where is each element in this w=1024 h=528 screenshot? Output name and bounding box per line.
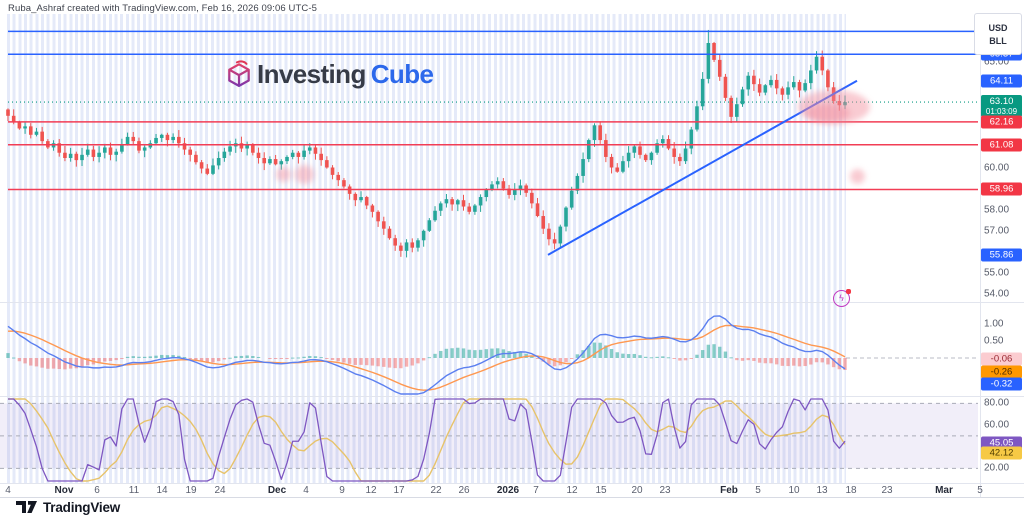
time-axis-label[interactable]: 18 xyxy=(845,485,857,496)
time-axis-label[interactable]: 23 xyxy=(881,485,893,496)
time-axis-label[interactable]: 12 xyxy=(566,485,578,496)
time-axis-label[interactable]: 12 xyxy=(365,485,377,496)
price-badge-45.05: 45.05 xyxy=(981,436,1022,450)
price-badge--0.06: -0.06 xyxy=(981,352,1022,366)
highlight-blob-recent-price-2 xyxy=(806,104,850,122)
price-badge-58.96: 58.96 xyxy=(981,182,1022,196)
time-axis-label[interactable]: 26 xyxy=(458,485,470,496)
stoch-d-line xyxy=(8,398,846,482)
ascending-trendline xyxy=(547,79,858,256)
quick-action-lightning-icon[interactable]: ϟ xyxy=(833,289,851,307)
time-axis-label[interactable]: Mar xyxy=(935,485,953,496)
time-axis-label[interactable]: 4 xyxy=(303,485,309,496)
countdown-timer: 01:03:09 xyxy=(985,107,1018,116)
price-badge--0.32: -0.32 xyxy=(981,377,1022,391)
axis-tick: 60.00 xyxy=(984,419,1010,431)
axis-tick: 20.00 xyxy=(984,462,1010,474)
price-badge-62.16: 62.16 xyxy=(981,115,1022,129)
stoch-group xyxy=(8,398,846,482)
tradingview-logo-icon xyxy=(16,501,37,513)
candles-group xyxy=(6,29,847,258)
watermark-text-investing: Investing xyxy=(257,58,366,89)
axis-tick: 58.00 xyxy=(984,204,1010,216)
time-axis-label[interactable]: 5 xyxy=(755,485,761,496)
investingcube-watermark: Investing Cube xyxy=(226,56,434,92)
time-axis-label[interactable]: 17 xyxy=(393,485,405,496)
time-axis-label[interactable]: 22 xyxy=(430,485,442,496)
time-axis-label[interactable]: 6 xyxy=(94,485,100,496)
time-axis-label[interactable]: 2026 xyxy=(496,485,520,496)
highlight-blob-recent-price xyxy=(798,90,870,124)
time-axis-label[interactable]: 20 xyxy=(631,485,643,496)
watermark-text-cube: Cube xyxy=(370,58,434,89)
footer-divider xyxy=(0,497,1024,498)
time-axis-label[interactable]: 24 xyxy=(214,485,226,496)
axis-tick: 80.00 xyxy=(984,397,1010,409)
time-axis-label[interactable]: Feb xyxy=(720,485,738,496)
time-axis-label[interactable]: 9 xyxy=(339,485,345,496)
time-axis-label[interactable]: 11 xyxy=(128,485,140,496)
price-badge-55.86: 55.86 xyxy=(981,248,1022,262)
unit-bll-label[interactable]: BLL xyxy=(989,35,1007,46)
price-axis-divider[interactable] xyxy=(980,14,981,497)
time-axis-label[interactable]: Dec xyxy=(267,485,287,496)
tradingview-logo[interactable]: TradingView xyxy=(16,500,120,515)
chart-attribution-text: Ruba_Ashraf created with TradingView.com… xyxy=(8,3,318,14)
axis-tick: 55.00 xyxy=(984,267,1010,279)
price-badge-63.10: 63.10 01:03:09 xyxy=(981,95,1022,117)
session-stripes-background xyxy=(7,14,846,483)
axis-tick: 60.00 xyxy=(984,162,1010,174)
highlight-dot-dec-1 xyxy=(276,167,291,182)
pane-divider-stoch-timeaxis xyxy=(0,483,1024,484)
axis-tick: 1.00 xyxy=(984,318,1004,330)
time-axis-label[interactable]: 4 xyxy=(5,485,11,496)
price-badge-42.12: 42.12 xyxy=(981,446,1022,460)
highlight-dot-dec-2 xyxy=(295,165,314,184)
time-axis-label[interactable]: Nov xyxy=(54,485,74,496)
price-badge-61.08: 61.08 xyxy=(981,138,1022,152)
time-axis-label[interactable]: 13 xyxy=(816,485,828,496)
time-axis-label[interactable]: 15 xyxy=(595,485,607,496)
time-axis-label[interactable]: 10 xyxy=(788,485,800,496)
pane-divider-macd-stoch[interactable] xyxy=(0,396,1024,397)
highlight-dot-right xyxy=(850,169,865,184)
time-axis-label[interactable]: 5 xyxy=(977,485,983,496)
macd-line xyxy=(7,315,846,395)
axis-tick: 65.00 xyxy=(984,56,1010,68)
unit-usd-label[interactable]: USD xyxy=(988,22,1008,33)
investingcube-cube-icon xyxy=(228,60,250,87)
price-badge-64.11: 64.11 xyxy=(981,74,1022,88)
pane-divider-price-macd[interactable] xyxy=(0,302,1024,303)
macd-group xyxy=(6,315,847,395)
tradingview-logo-text: TradingView xyxy=(43,500,121,515)
time-axis-label[interactable]: 7 xyxy=(533,485,539,496)
axis-tick: 57.00 xyxy=(984,225,1010,237)
time-axis-label[interactable]: 19 xyxy=(185,485,197,496)
stoch-k-line xyxy=(8,398,846,482)
price-scale-unit-toggle[interactable]: USD BLL xyxy=(974,13,1022,55)
axis-tick: 0.50 xyxy=(984,335,1004,347)
axis-tick: 54.00 xyxy=(984,288,1010,300)
time-axis-label[interactable]: 14 xyxy=(156,485,168,496)
price-badge--0.26: -0.26 xyxy=(981,365,1022,379)
time-axis-label[interactable]: 23 xyxy=(659,485,671,496)
